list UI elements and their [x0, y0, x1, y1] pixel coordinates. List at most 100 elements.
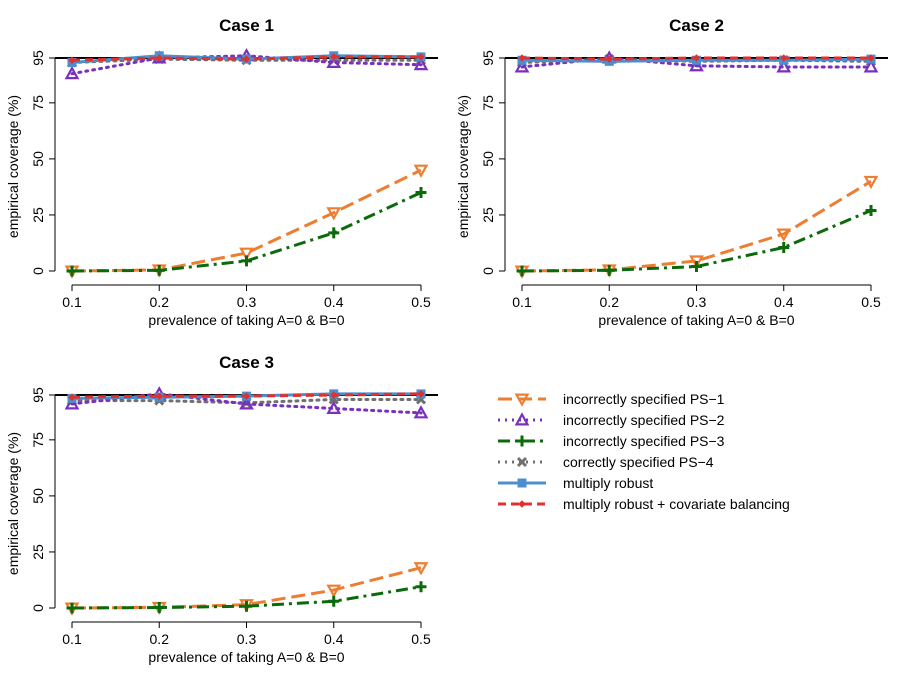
y-tick-label: 95	[480, 50, 496, 66]
y-tick-label: 75	[30, 432, 46, 448]
x-axis-label: prevalence of taking A=0 & B=0	[598, 312, 794, 328]
data-point	[780, 54, 788, 62]
data-point	[692, 54, 701, 62]
series-3	[66, 581, 427, 614]
data-point	[518, 54, 526, 62]
y-tick-label: 95	[30, 387, 46, 403]
x-tick-label: 0.2	[600, 294, 620, 310]
y-tick-label: 0	[30, 267, 46, 275]
series-6	[518, 54, 875, 63]
x-tick-label: 0.4	[324, 294, 344, 310]
data-point	[66, 602, 78, 614]
data-point	[241, 600, 252, 612]
legend-item: incorrectly specified PS−1	[498, 391, 725, 407]
legend-marker	[517, 478, 527, 488]
y-tick-label: 0	[480, 267, 496, 275]
data-point	[64, 65, 80, 80]
x-axis-label: prevalence of taking A=0 & B=0	[148, 649, 344, 665]
data-point	[328, 227, 340, 239]
data-point	[865, 204, 877, 216]
data-point	[413, 405, 429, 419]
data-point	[66, 265, 78, 277]
x-tick-label: 0.3	[687, 294, 707, 310]
y-tick-label: 25	[30, 207, 46, 223]
y-axis-label: empirical coverage (%)	[455, 95, 471, 238]
y-tick-label: 75	[30, 95, 46, 111]
data-point	[64, 396, 80, 410]
x-tick-label: 0.3	[237, 631, 257, 647]
legend-marker	[518, 500, 526, 508]
series-line	[71, 168, 422, 273]
data-point	[239, 247, 254, 261]
data-point	[691, 261, 702, 273]
series-6	[68, 53, 425, 64]
x-tick-label: 0.1	[62, 631, 82, 647]
panel-2: Case 2 0 25 50 75 95 0.1 0.2 0.3 0.4 0.5 prevalence…	[455, 16, 888, 328]
x-tick-label: 0.1	[62, 294, 82, 310]
data-point	[239, 396, 254, 410]
legend-item: incorrectly specified PS−2	[498, 412, 725, 428]
legend: incorrectly specified PS−1 incorrectly sp…	[498, 391, 790, 512]
series-line	[521, 180, 872, 273]
y-tick-label: 95	[30, 50, 46, 66]
x-tick-label: 0.2	[150, 294, 170, 310]
legend-label: multiply robust	[563, 475, 653, 491]
legend-item: multiply robust	[498, 475, 653, 491]
y-tick-label: 25	[30, 544, 46, 560]
data-point	[326, 400, 342, 414]
data-point	[413, 56, 429, 71]
legend-item: multiply robust + covariate balancing	[498, 496, 790, 512]
data-point	[155, 392, 163, 400]
panel-1: Case 1 0 25 50 75 95 0.1 0.2 0.3 0.4 0.5 prevalence…	[5, 16, 438, 328]
panel-title: Case 3	[219, 353, 274, 372]
y-axis-label: empirical coverage (%)	[5, 432, 21, 575]
data-point	[241, 255, 252, 267]
data-point	[326, 207, 342, 221]
legend-marker	[516, 435, 528, 447]
data-point	[863, 59, 879, 73]
y-tick-label: 50	[480, 151, 496, 167]
x-tick-label: 0.4	[774, 294, 794, 310]
data-point	[417, 53, 425, 61]
legend-item: incorrectly specified PS−3	[498, 433, 725, 449]
series-2	[64, 47, 429, 80]
data-point	[417, 390, 425, 398]
data-point	[863, 175, 879, 190]
data-point	[778, 241, 790, 253]
series-3	[66, 187, 427, 277]
legend-marker	[514, 393, 530, 407]
legend-marker	[514, 412, 530, 426]
panel-title: Case 1	[219, 16, 274, 35]
series-line	[71, 566, 422, 610]
x-tick-label: 0.3	[237, 294, 257, 310]
data-point	[68, 393, 76, 401]
data-point	[330, 391, 338, 399]
series-6	[68, 390, 425, 401]
y-tick-label: 25	[480, 207, 496, 223]
legend-label: incorrectly specified PS−2	[563, 412, 725, 428]
x-axis-label: prevalence of taking A=0 & B=0	[148, 312, 344, 328]
data-point	[415, 187, 427, 199]
data-point	[153, 602, 165, 614]
y-tick-label: 50	[30, 488, 46, 504]
panel-title: Case 2	[669, 16, 724, 35]
data-point	[413, 562, 429, 576]
data-point	[242, 392, 251, 400]
data-point	[514, 59, 530, 73]
data-point	[689, 58, 704, 72]
data-point	[605, 55, 613, 63]
data-point	[516, 265, 528, 277]
data-point	[776, 228, 792, 242]
y-tick-label: 0	[30, 604, 46, 612]
legend-label: correctly specified PS−4	[563, 454, 714, 470]
legend-label: incorrectly specified PS−1	[563, 391, 725, 407]
panels: Case 1 0 25 50 75 95 0.1 0.2 0.3 0.4 0.5 prevalence…	[5, 16, 888, 665]
x-tick-label: 0.5	[411, 631, 431, 647]
legend-item: correctly specified PS−4	[498, 454, 714, 470]
data-point	[326, 54, 342, 68]
y-axis-label: empirical coverage (%)	[5, 95, 21, 238]
data-point	[68, 56, 76, 64]
series-line	[521, 209, 872, 273]
data-point	[328, 595, 340, 607]
